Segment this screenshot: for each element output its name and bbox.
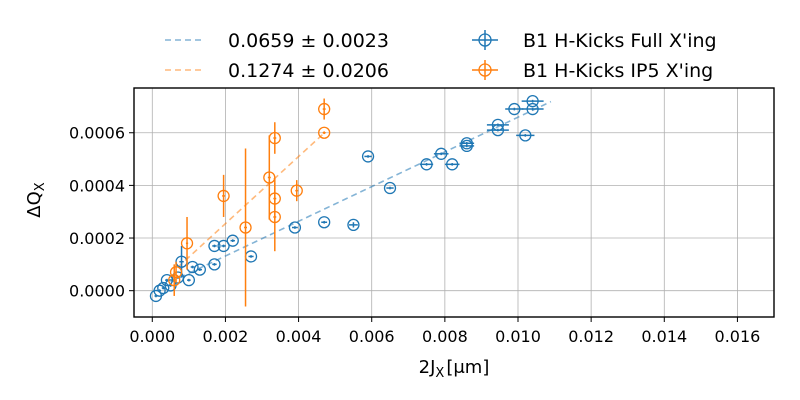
point-marker [318, 126, 331, 139]
series-1-point [521, 95, 544, 108]
point-marker [239, 221, 252, 234]
point-marker [526, 95, 539, 108]
point-marker [508, 102, 521, 116]
y-axis-label: ΔQX [24, 182, 48, 217]
point-marker [153, 284, 166, 297]
x-tick-label: 0.006 [349, 327, 395, 346]
point-marker [193, 263, 206, 276]
series-1-point [208, 239, 221, 253]
point-marker [180, 237, 194, 250]
point-marker [318, 102, 331, 116]
series-1-point [182, 273, 196, 287]
series-1-point [419, 158, 434, 171]
series-2-point [239, 148, 252, 307]
x-tick-label: 0.010 [495, 327, 541, 346]
point-marker [347, 218, 360, 232]
fit-line-2 [177, 132, 325, 268]
y-tick-label: 0.0006 [69, 124, 125, 143]
y-tick-label: 0.0000 [69, 282, 125, 301]
legend-entry-fit-1: 0.0659 ± 0.0023 [165, 30, 389, 52]
series-2-point [217, 174, 230, 217]
point-marker [460, 137, 473, 150]
legend: 0.0659 ± 0.0023 0.1274 ± 0.0206 B1 H-Kic… [165, 30, 717, 82]
series-2-point [180, 216, 194, 270]
legend-entry-series-2: B1 H-Kicks IP5 X'ing [472, 60, 713, 82]
series-1-point [318, 216, 331, 229]
series-1-point [208, 258, 221, 271]
series-1-point [433, 147, 449, 160]
fit-line-1 [170, 100, 552, 283]
plot-frame [133, 87, 775, 318]
legend-series-1-marker [472, 30, 498, 50]
series-1-point [157, 281, 170, 295]
x-tick-label: 0.002 [203, 327, 249, 346]
series-1-point [505, 102, 524, 116]
point-marker [268, 131, 281, 145]
point-marker [169, 266, 183, 279]
legend-series-2-marker [472, 60, 498, 80]
legend-fit-2-label: 0.1274 ± 0.0206 [228, 60, 389, 82]
point-marker [268, 210, 281, 224]
y-tick-label: 0.0002 [69, 229, 125, 248]
series-1-point [486, 123, 509, 137]
series-1-point [383, 181, 397, 195]
point-marker [217, 189, 230, 203]
series-2-point [290, 180, 303, 202]
series-1-point [217, 239, 230, 253]
point-marker [157, 281, 170, 295]
point-marker [361, 150, 375, 163]
series-2-point [318, 126, 331, 139]
x-tick-label: 0.008 [422, 327, 468, 346]
series-2-point [168, 264, 181, 296]
series-2-point [318, 98, 331, 120]
series-2-point [169, 261, 183, 283]
point-marker [217, 239, 230, 253]
series-1-point [288, 221, 302, 234]
axis-ticks: 0.000 0.002 0.004 0.006 0.008 0.010 0.012 0.014… [69, 124, 760, 346]
point-marker [446, 158, 459, 171]
legend-series-1-label: B1 H-Kicks Full X'ing [523, 30, 717, 52]
series-1-point [193, 263, 206, 276]
grid [134, 88, 774, 317]
series-1-point [444, 158, 460, 171]
point-marker [226, 234, 239, 247]
y-tick-label: 0.0004 [69, 176, 125, 195]
series-1-point [226, 234, 239, 247]
point-marker [491, 123, 505, 137]
series-1-point [521, 102, 544, 116]
point-marker [208, 239, 221, 253]
series-1-point [516, 129, 535, 142]
data-points [149, 95, 544, 307]
x-tick-label: 0.016 [715, 327, 761, 346]
series-1-point [347, 218, 360, 232]
legend-series-2-label: B1 H-Kicks IP5 X'ing [523, 60, 713, 82]
point-marker [420, 158, 433, 171]
point-marker [208, 258, 221, 271]
point-marker [383, 181, 397, 195]
point-marker [290, 184, 303, 197]
point-marker [288, 221, 302, 234]
fit-lines [170, 100, 552, 283]
series-1-point [459, 137, 475, 150]
x-tick-label: 0.014 [641, 327, 687, 346]
legend-entry-fit-2: 0.1274 ± 0.0206 [165, 60, 389, 82]
x-tick-label: 0.004 [276, 327, 322, 346]
series-2-point [268, 182, 281, 252]
series-2-point [268, 122, 281, 154]
legend-entry-series-1: B1 H-Kicks Full X'ing [472, 30, 717, 52]
point-marker [519, 129, 532, 142]
x-axis-label: 2JX [μm] [419, 357, 490, 381]
series-1-point [361, 150, 375, 163]
x-tick-label: 0.012 [568, 327, 614, 346]
point-marker [182, 273, 196, 287]
point-marker [526, 102, 539, 116]
x-tick-label: 0.000 [129, 327, 175, 346]
point-marker [168, 273, 181, 287]
point-marker [435, 147, 448, 160]
point-marker [318, 216, 331, 229]
legend-fit-1-label: 0.0659 ± 0.0023 [228, 30, 389, 52]
